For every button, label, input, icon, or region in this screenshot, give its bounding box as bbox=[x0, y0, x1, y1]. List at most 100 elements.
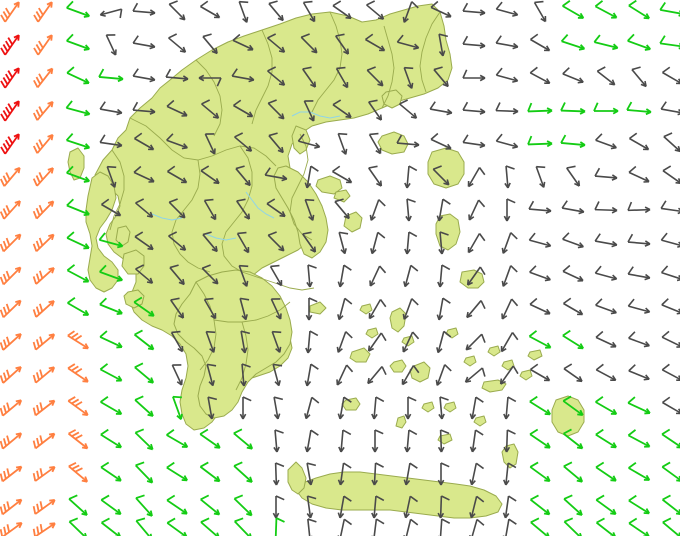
barb-feather bbox=[36, 526, 40, 535]
barb-arrowhead bbox=[439, 281, 444, 288]
barb-shaft bbox=[662, 71, 680, 84]
barb-arrowhead bbox=[307, 347, 312, 354]
wind-barb bbox=[168, 231, 187, 251]
barb-shaft bbox=[594, 5, 618, 19]
wind-barb bbox=[530, 517, 550, 536]
wind-barb bbox=[563, 461, 584, 483]
barb-feather bbox=[303, 0, 313, 4]
barb-shaft bbox=[272, 364, 280, 386]
barb-feather bbox=[478, 167, 486, 176]
wind-barb bbox=[99, 101, 123, 116]
wind-barb bbox=[401, 365, 420, 386]
barb-arrowhead bbox=[410, 82, 414, 89]
barb-shaft bbox=[505, 462, 509, 486]
wind-barb bbox=[66, 198, 90, 217]
barb-feather bbox=[35, 109, 41, 118]
barb-arrowhead bbox=[579, 409, 584, 416]
barb-shaft bbox=[662, 521, 680, 536]
barb-shaft bbox=[36, 134, 54, 154]
barb-shaft bbox=[594, 175, 618, 179]
barb-feather bbox=[206, 330, 216, 334]
barb-shaft bbox=[439, 264, 443, 288]
barb-shaft bbox=[274, 517, 278, 536]
barb-arrowhead bbox=[470, 513, 476, 519]
barb-arrowhead bbox=[446, 80, 449, 87]
barb-feather bbox=[39, 402, 44, 411]
barb-arrowhead bbox=[278, 380, 281, 386]
barb-feather bbox=[204, 198, 214, 202]
wind-barb bbox=[306, 462, 317, 486]
barb-feather bbox=[100, 494, 110, 501]
barb-arrowhead bbox=[344, 148, 348, 155]
wind-barb bbox=[499, 365, 519, 385]
barb-arrowhead bbox=[612, 107, 619, 112]
barb-feather bbox=[627, 201, 633, 211]
barb-feather bbox=[38, 237, 44, 246]
barb-feather bbox=[5, 73, 11, 82]
barb-feather bbox=[38, 7, 44, 16]
barb-arrowhead bbox=[14, 200, 21, 204]
wind-barb bbox=[495, 102, 519, 115]
barb-feather bbox=[134, 395, 144, 401]
barb-arrowhead bbox=[546, 409, 551, 415]
barb-feather bbox=[207, 396, 218, 401]
barb-feather bbox=[98, 232, 106, 241]
barb-arrowhead bbox=[677, 113, 680, 116]
wind-barb bbox=[660, 101, 680, 116]
barb-feather bbox=[68, 429, 77, 435]
barb-feather bbox=[663, 132, 673, 138]
barb-shaft bbox=[502, 232, 512, 254]
barb-feather bbox=[65, 133, 74, 141]
wind-barb bbox=[370, 231, 386, 255]
barb-shaft bbox=[4, 133, 20, 155]
barb-feather bbox=[366, 66, 376, 71]
wind-barb bbox=[466, 300, 486, 319]
wind-barb bbox=[562, 329, 584, 350]
barb-arrowhead bbox=[49, 522, 56, 525]
barb-shaft bbox=[133, 42, 155, 48]
barb-feather bbox=[32, 374, 37, 383]
barb-shaft bbox=[199, 466, 221, 482]
barb-feather bbox=[476, 495, 485, 503]
barb-shaft bbox=[661, 433, 680, 448]
barb-arrowhead bbox=[413, 112, 418, 119]
barb-shaft bbox=[438, 298, 444, 320]
barb-arrowhead bbox=[311, 214, 315, 221]
barb-shaft bbox=[170, 299, 184, 319]
barb-feather bbox=[74, 401, 83, 407]
wind-barb bbox=[0, 399, 23, 417]
barb-shaft bbox=[105, 34, 117, 56]
landmass-lefkada bbox=[115, 225, 131, 247]
barb-feather bbox=[39, 501, 43, 510]
wind-barb bbox=[240, 330, 251, 354]
barb-feather bbox=[528, 200, 535, 210]
barb-shaft bbox=[201, 103, 219, 119]
barb-arrowhead bbox=[149, 533, 152, 536]
barb-shaft bbox=[2, 233, 22, 253]
barb-arrowhead bbox=[504, 513, 510, 519]
barb-shaft bbox=[661, 271, 680, 280]
barb-feather bbox=[529, 66, 538, 74]
barb-feather bbox=[441, 518, 451, 524]
barb-arrowhead bbox=[546, 241, 552, 247]
barb-feather bbox=[412, 365, 420, 374]
wind-barb bbox=[0, 333, 22, 351]
barb-shaft bbox=[307, 264, 311, 288]
barb-arrowhead bbox=[84, 442, 89, 449]
barb-shaft bbox=[99, 368, 123, 382]
barb-shaft bbox=[594, 208, 618, 212]
barb-arrowhead bbox=[281, 14, 284, 21]
wind-barb bbox=[501, 298, 519, 320]
barb-feather bbox=[2, 273, 8, 282]
wind-barb bbox=[596, 66, 616, 86]
barb-shaft bbox=[99, 271, 123, 281]
barb-arrowhead bbox=[645, 176, 650, 183]
barb-shaft bbox=[201, 267, 219, 285]
barb-feather bbox=[239, 0, 249, 4]
barb-shaft bbox=[562, 238, 584, 248]
wind-barb bbox=[66, 231, 90, 250]
barb-feather bbox=[99, 101, 106, 110]
barb-arrowhead bbox=[149, 277, 154, 284]
barb-arrowhead bbox=[546, 532, 550, 536]
